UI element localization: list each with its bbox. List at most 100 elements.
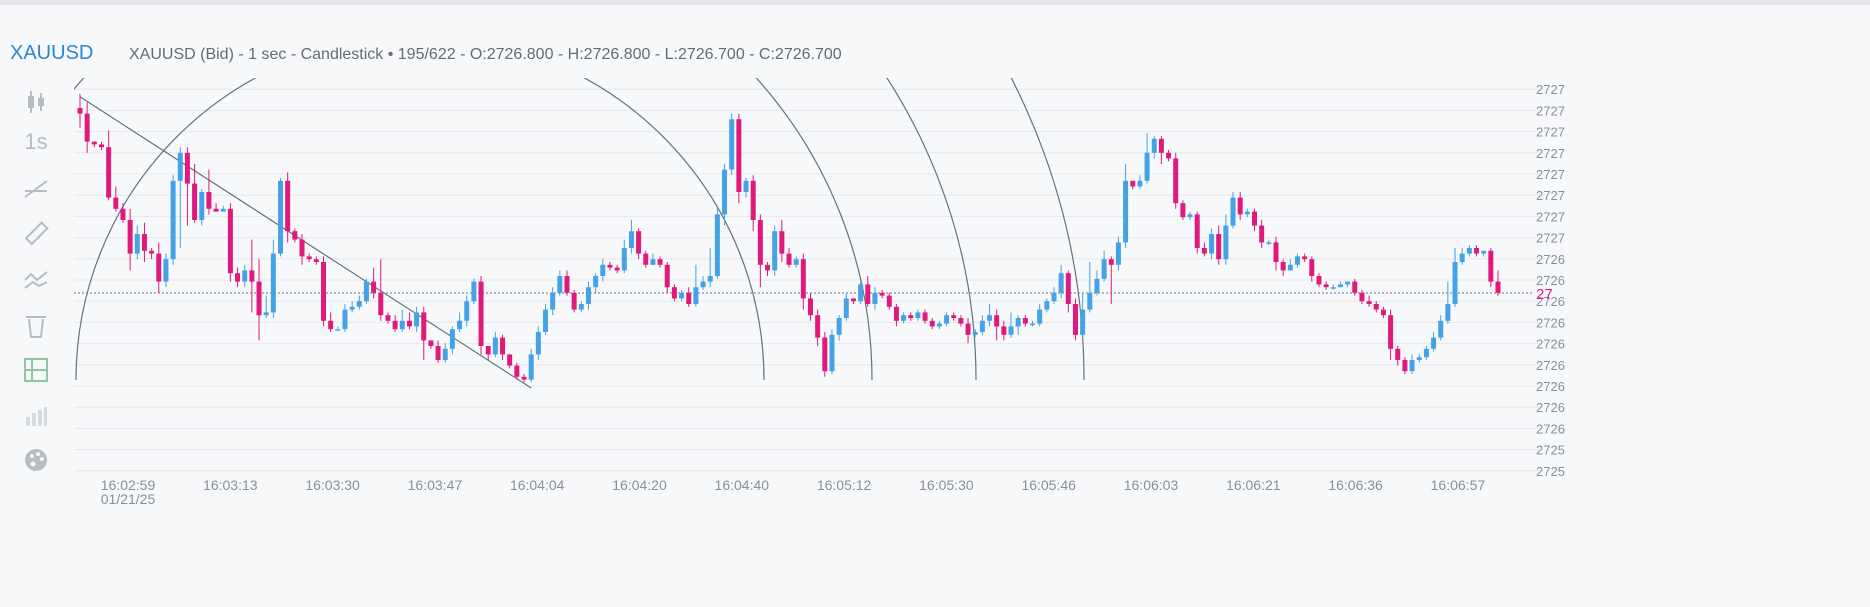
chart-area[interactable]: 2727272727272727272727272727272727272726… bbox=[61, 61, 1870, 602]
candle-body bbox=[1481, 250, 1487, 254]
candle bbox=[1194, 211, 1200, 254]
candle-body bbox=[356, 301, 362, 307]
candle bbox=[1037, 304, 1043, 327]
candle bbox=[578, 301, 584, 313]
candle-body bbox=[822, 337, 828, 372]
candle-body bbox=[1001, 326, 1007, 335]
candle bbox=[141, 222, 147, 262]
candle bbox=[1216, 225, 1222, 265]
ruler-tool-icon[interactable] bbox=[12, 212, 60, 256]
candlestick-type-icon[interactable] bbox=[12, 80, 60, 124]
candlestick-chart[interactable]: 2727272727272727272727272727272727272726… bbox=[61, 61, 1870, 602]
candle-body bbox=[220, 208, 226, 212]
candle-body bbox=[865, 284, 871, 304]
candle-body bbox=[514, 365, 520, 377]
candle bbox=[750, 175, 756, 232]
x-tick-label: 16:06:03 bbox=[1124, 477, 1179, 493]
candle-body bbox=[743, 180, 749, 192]
candle bbox=[636, 228, 642, 260]
candle-body bbox=[192, 183, 198, 220]
candle bbox=[127, 208, 133, 271]
volume-bars-icon[interactable] bbox=[12, 394, 60, 438]
candle bbox=[901, 312, 907, 324]
candle bbox=[772, 225, 778, 276]
candle-body bbox=[736, 119, 742, 192]
candle bbox=[965, 318, 971, 344]
candle bbox=[1416, 354, 1422, 363]
candle-body bbox=[1051, 292, 1057, 302]
candle-body bbox=[471, 281, 477, 302]
candle bbox=[356, 295, 362, 310]
candle bbox=[951, 312, 957, 321]
candle bbox=[1022, 315, 1028, 327]
candle-body bbox=[972, 332, 978, 335]
candle-body bbox=[156, 253, 162, 282]
candle-body bbox=[664, 264, 670, 288]
candle bbox=[729, 113, 735, 176]
candle-body bbox=[929, 320, 935, 327]
candle-body bbox=[1345, 281, 1351, 285]
candle bbox=[371, 267, 377, 299]
candle-body bbox=[922, 312, 928, 321]
candle bbox=[1201, 242, 1207, 257]
trendline-tool-icon[interactable] bbox=[12, 167, 60, 211]
candle-body bbox=[528, 354, 534, 380]
candle bbox=[1431, 332, 1437, 352]
candle-body bbox=[442, 348, 448, 360]
candle bbox=[1237, 192, 1243, 220]
candle-body bbox=[385, 315, 391, 321]
candle bbox=[528, 348, 534, 383]
candle-body bbox=[84, 113, 90, 142]
candle bbox=[722, 164, 728, 226]
palette-icon[interactable] bbox=[12, 438, 60, 482]
left-toolbar: 1s bbox=[0, 80, 72, 590]
candle bbox=[170, 175, 176, 265]
candle bbox=[643, 250, 649, 268]
fib-arc bbox=[1003, 64, 1085, 381]
candle-body bbox=[1280, 262, 1286, 271]
candle-body bbox=[227, 208, 233, 274]
candle bbox=[406, 312, 412, 330]
candle bbox=[1373, 301, 1379, 313]
candle bbox=[1266, 239, 1272, 246]
candle bbox=[1438, 315, 1444, 341]
timeframe-button[interactable]: 1s bbox=[12, 120, 60, 164]
candle bbox=[1044, 298, 1050, 313]
candle-body bbox=[306, 256, 312, 260]
candle bbox=[492, 332, 498, 358]
candle bbox=[936, 320, 942, 330]
trash-icon[interactable] bbox=[12, 304, 60, 348]
candle bbox=[679, 290, 685, 302]
candle bbox=[328, 312, 334, 332]
candle-body bbox=[1431, 337, 1437, 349]
candle-body bbox=[872, 292, 878, 304]
y-tick-label: 2727 bbox=[1536, 188, 1565, 203]
candle bbox=[614, 264, 620, 274]
candle bbox=[77, 94, 83, 128]
candle-body bbox=[1237, 197, 1243, 215]
candle bbox=[1330, 284, 1336, 290]
candle-body bbox=[406, 320, 412, 327]
candle-body bbox=[765, 264, 771, 271]
candle-body bbox=[320, 262, 326, 321]
candle bbox=[1001, 320, 1007, 341]
candle bbox=[163, 253, 169, 288]
candle bbox=[1166, 150, 1172, 162]
candle bbox=[1466, 245, 1472, 257]
candle-body bbox=[1087, 292, 1093, 310]
candle bbox=[1388, 309, 1394, 360]
x-tick-label: 16:03:13 bbox=[203, 477, 258, 493]
candle bbox=[757, 214, 763, 288]
x-tick-label: 16:04:40 bbox=[715, 477, 770, 493]
candle bbox=[1366, 295, 1372, 307]
candle-body bbox=[1223, 225, 1229, 260]
indicator-tool-icon[interactable] bbox=[12, 258, 60, 302]
candle bbox=[843, 292, 849, 321]
candle bbox=[1302, 253, 1308, 262]
candle bbox=[657, 256, 663, 268]
y-tick-label: 2726 bbox=[1536, 421, 1565, 436]
candle bbox=[836, 315, 842, 341]
layout-grid-icon[interactable] bbox=[12, 348, 60, 392]
candle-body bbox=[249, 270, 255, 282]
symbol-label[interactable]: XAUUSD bbox=[10, 42, 94, 64]
